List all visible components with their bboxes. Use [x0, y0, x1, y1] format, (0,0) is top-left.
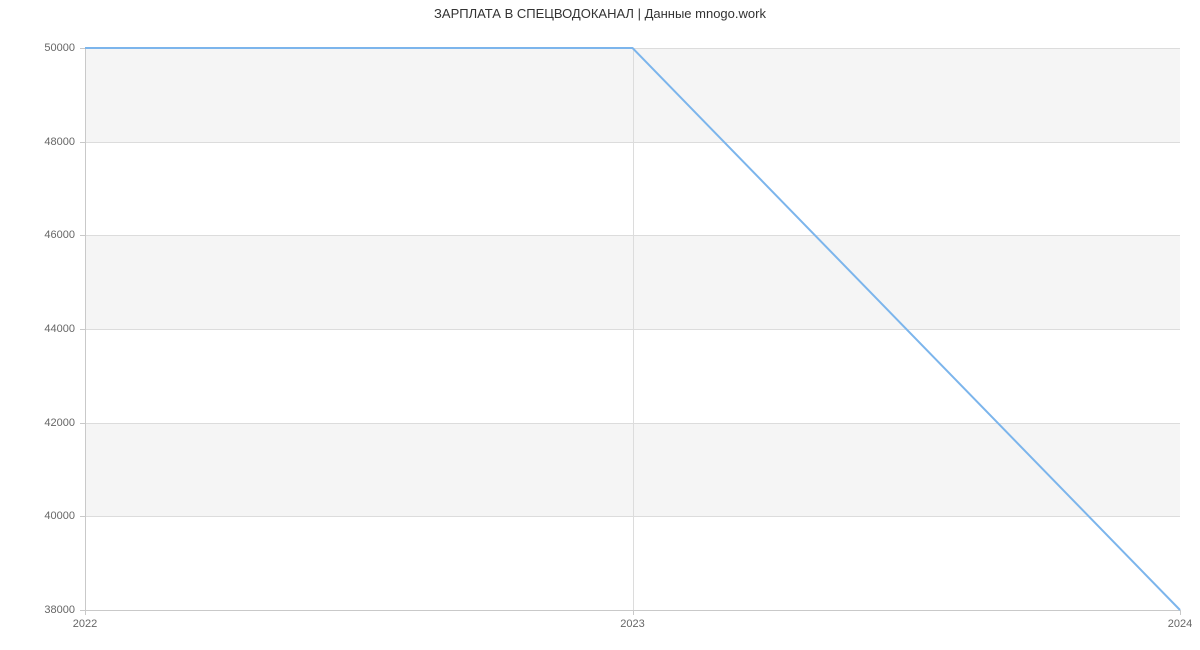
- series-line-salary: [85, 48, 1180, 610]
- y-tick-label: 46000: [44, 229, 75, 241]
- series-svg: [85, 48, 1180, 610]
- y-tick-label: 44000: [44, 323, 75, 335]
- y-tick-label: 40000: [44, 510, 75, 522]
- x-tick-label: 2023: [620, 618, 644, 630]
- x-tick-label: 2022: [73, 618, 97, 630]
- y-tick-label: 48000: [44, 136, 75, 148]
- plot-area: 3800040000420004400046000480005000020222…: [85, 48, 1180, 610]
- chart-container: ЗАРПЛАТА В СПЕЦВОДОКАНАЛ | Данные mnogo.…: [0, 0, 1200, 650]
- x-axis-line: [85, 610, 1180, 611]
- y-tick-label: 42000: [44, 417, 75, 429]
- chart-title: ЗАРПЛАТА В СПЕЦВОДОКАНАЛ | Данные mnogo.…: [0, 6, 1200, 21]
- x-tick-mark: [1180, 610, 1181, 615]
- x-tick-label: 2024: [1168, 618, 1192, 630]
- y-tick-label: 38000: [44, 604, 75, 616]
- y-tick-label: 50000: [44, 42, 75, 54]
